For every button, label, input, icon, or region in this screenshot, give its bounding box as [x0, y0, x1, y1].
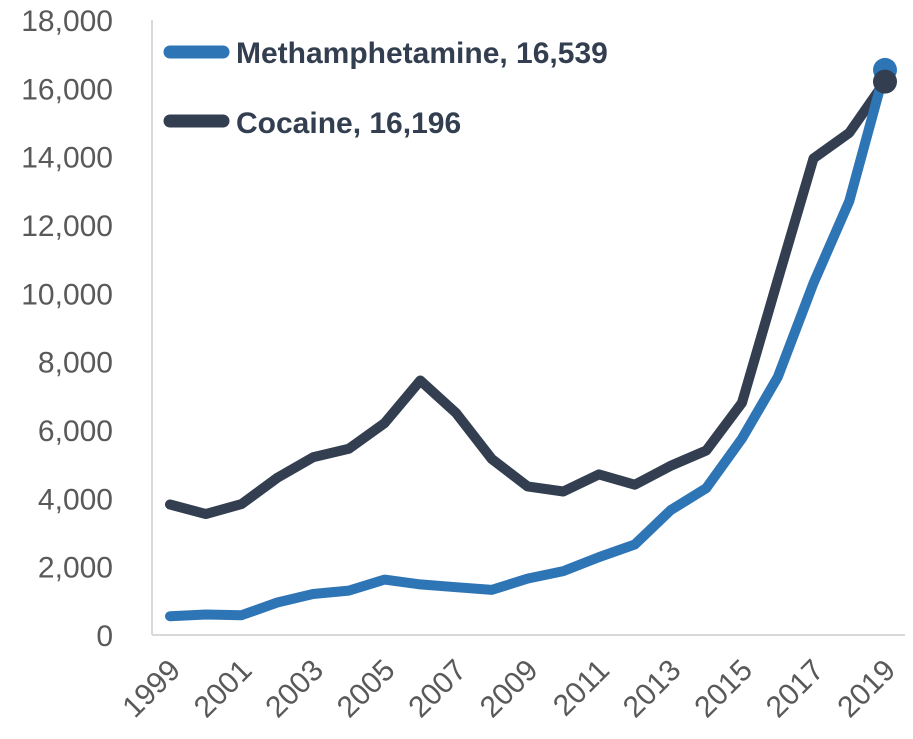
y-tick-label: 0	[96, 620, 113, 653]
x-tick-label: 2013	[617, 654, 688, 725]
x-tick-label: 2015	[688, 654, 759, 725]
y-tick-label: 2,000	[38, 552, 113, 585]
x-tick-label: 2003	[259, 654, 330, 725]
y-tick-label: 16,000	[21, 73, 113, 106]
y-tick-label: 6,000	[38, 415, 113, 448]
y-tick-label: 8,000	[38, 347, 113, 380]
y-tick-label: 10,000	[21, 278, 113, 311]
series-line-1	[165, 76, 890, 519]
x-tick-label: 2005	[331, 654, 402, 725]
x-tick-label: 1999	[116, 654, 187, 725]
x-tick-label: 2019	[831, 654, 902, 725]
y-tick-label: 4,000	[38, 483, 113, 516]
y-tick-label: 18,000	[21, 5, 113, 38]
y-tick-label: 14,000	[21, 142, 113, 175]
legend-label-cocaine: Cocaine, 16,196	[236, 107, 461, 140]
x-tick-label: 2001	[188, 654, 259, 725]
legend-label-methamphetamine: Methamphetamine, 16,539	[236, 37, 608, 70]
y-tick-label: 12,000	[21, 210, 113, 243]
series-endpoint-1	[873, 69, 897, 94]
series-line-0	[165, 64, 890, 622]
x-tick-label: 2011	[547, 654, 616, 723]
x-tick-label: 2017	[760, 654, 831, 725]
x-tick-label: 2007	[402, 654, 473, 725]
series-layer	[165, 57, 897, 622]
legend: Methamphetamine, 16,539 Cocaine, 16,196	[163, 37, 608, 140]
axes: 0 2,000 4,000 6,000 8,000 10,000 12,000 14,000 1…	[21, 5, 905, 724]
x-tick-label: 2009	[474, 654, 545, 725]
